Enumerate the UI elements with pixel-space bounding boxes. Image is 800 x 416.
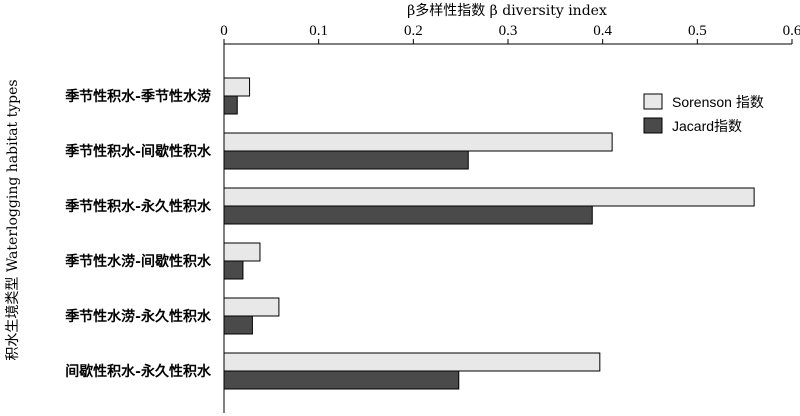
legend-label: Jacard指数: [672, 118, 742, 134]
bar: [223, 260, 244, 280]
bar: [223, 315, 253, 335]
x-tick-label: 0.2: [404, 23, 423, 39]
x-tick-label: 0.4: [593, 23, 612, 39]
bar: [223, 77, 251, 97]
bar: [223, 205, 593, 225]
x-tick-label: 0.6: [783, 23, 800, 39]
y-axis-title: 积水生境类型 Waterlogging habitat types: [5, 79, 21, 360]
x-tick-label: 0.1: [309, 23, 328, 39]
bar: [223, 242, 261, 262]
x-tick-label: 0: [220, 23, 228, 39]
x-tick-label: 0.5: [688, 23, 707, 39]
x-axis-title: β多样性指数 β diversity index: [407, 2, 607, 19]
bar: [223, 150, 469, 170]
category-label: 季节性积水-季节性水涝: [64, 88, 211, 105]
bar: [223, 297, 280, 317]
bar: [223, 132, 613, 152]
category-label: 间歇性积水-永久性积水: [65, 363, 212, 380]
category-label: 季节性积水-永久性积水: [64, 198, 212, 215]
category-label: 季节性水涝-永久性积水: [64, 308, 212, 325]
category-labels: 季节性积水-季节性水涝季节性积水-间歇性积水季节性积水-永久性积水季节性水涝-间…: [64, 88, 212, 380]
bar: [223, 352, 601, 372]
bars: [223, 77, 755, 390]
x-tick-label: 0.3: [499, 23, 518, 39]
bar: [223, 187, 755, 207]
category-label: 季节性积水-间歇性积水: [64, 143, 212, 160]
legend: Sorenson 指数 Jacard指数: [643, 93, 764, 134]
x-axis: 0 0.1 0.2 0.3 0.4 0.5 0.6: [220, 23, 800, 413]
category-label: 季节性水涝-间歇性积水: [64, 253, 212, 270]
legend-swatch: [643, 93, 663, 110]
legend-label: Sorenson 指数: [672, 94, 764, 110]
bar: [223, 95, 238, 115]
bar: [223, 370, 460, 390]
legend-swatch: [643, 117, 663, 134]
